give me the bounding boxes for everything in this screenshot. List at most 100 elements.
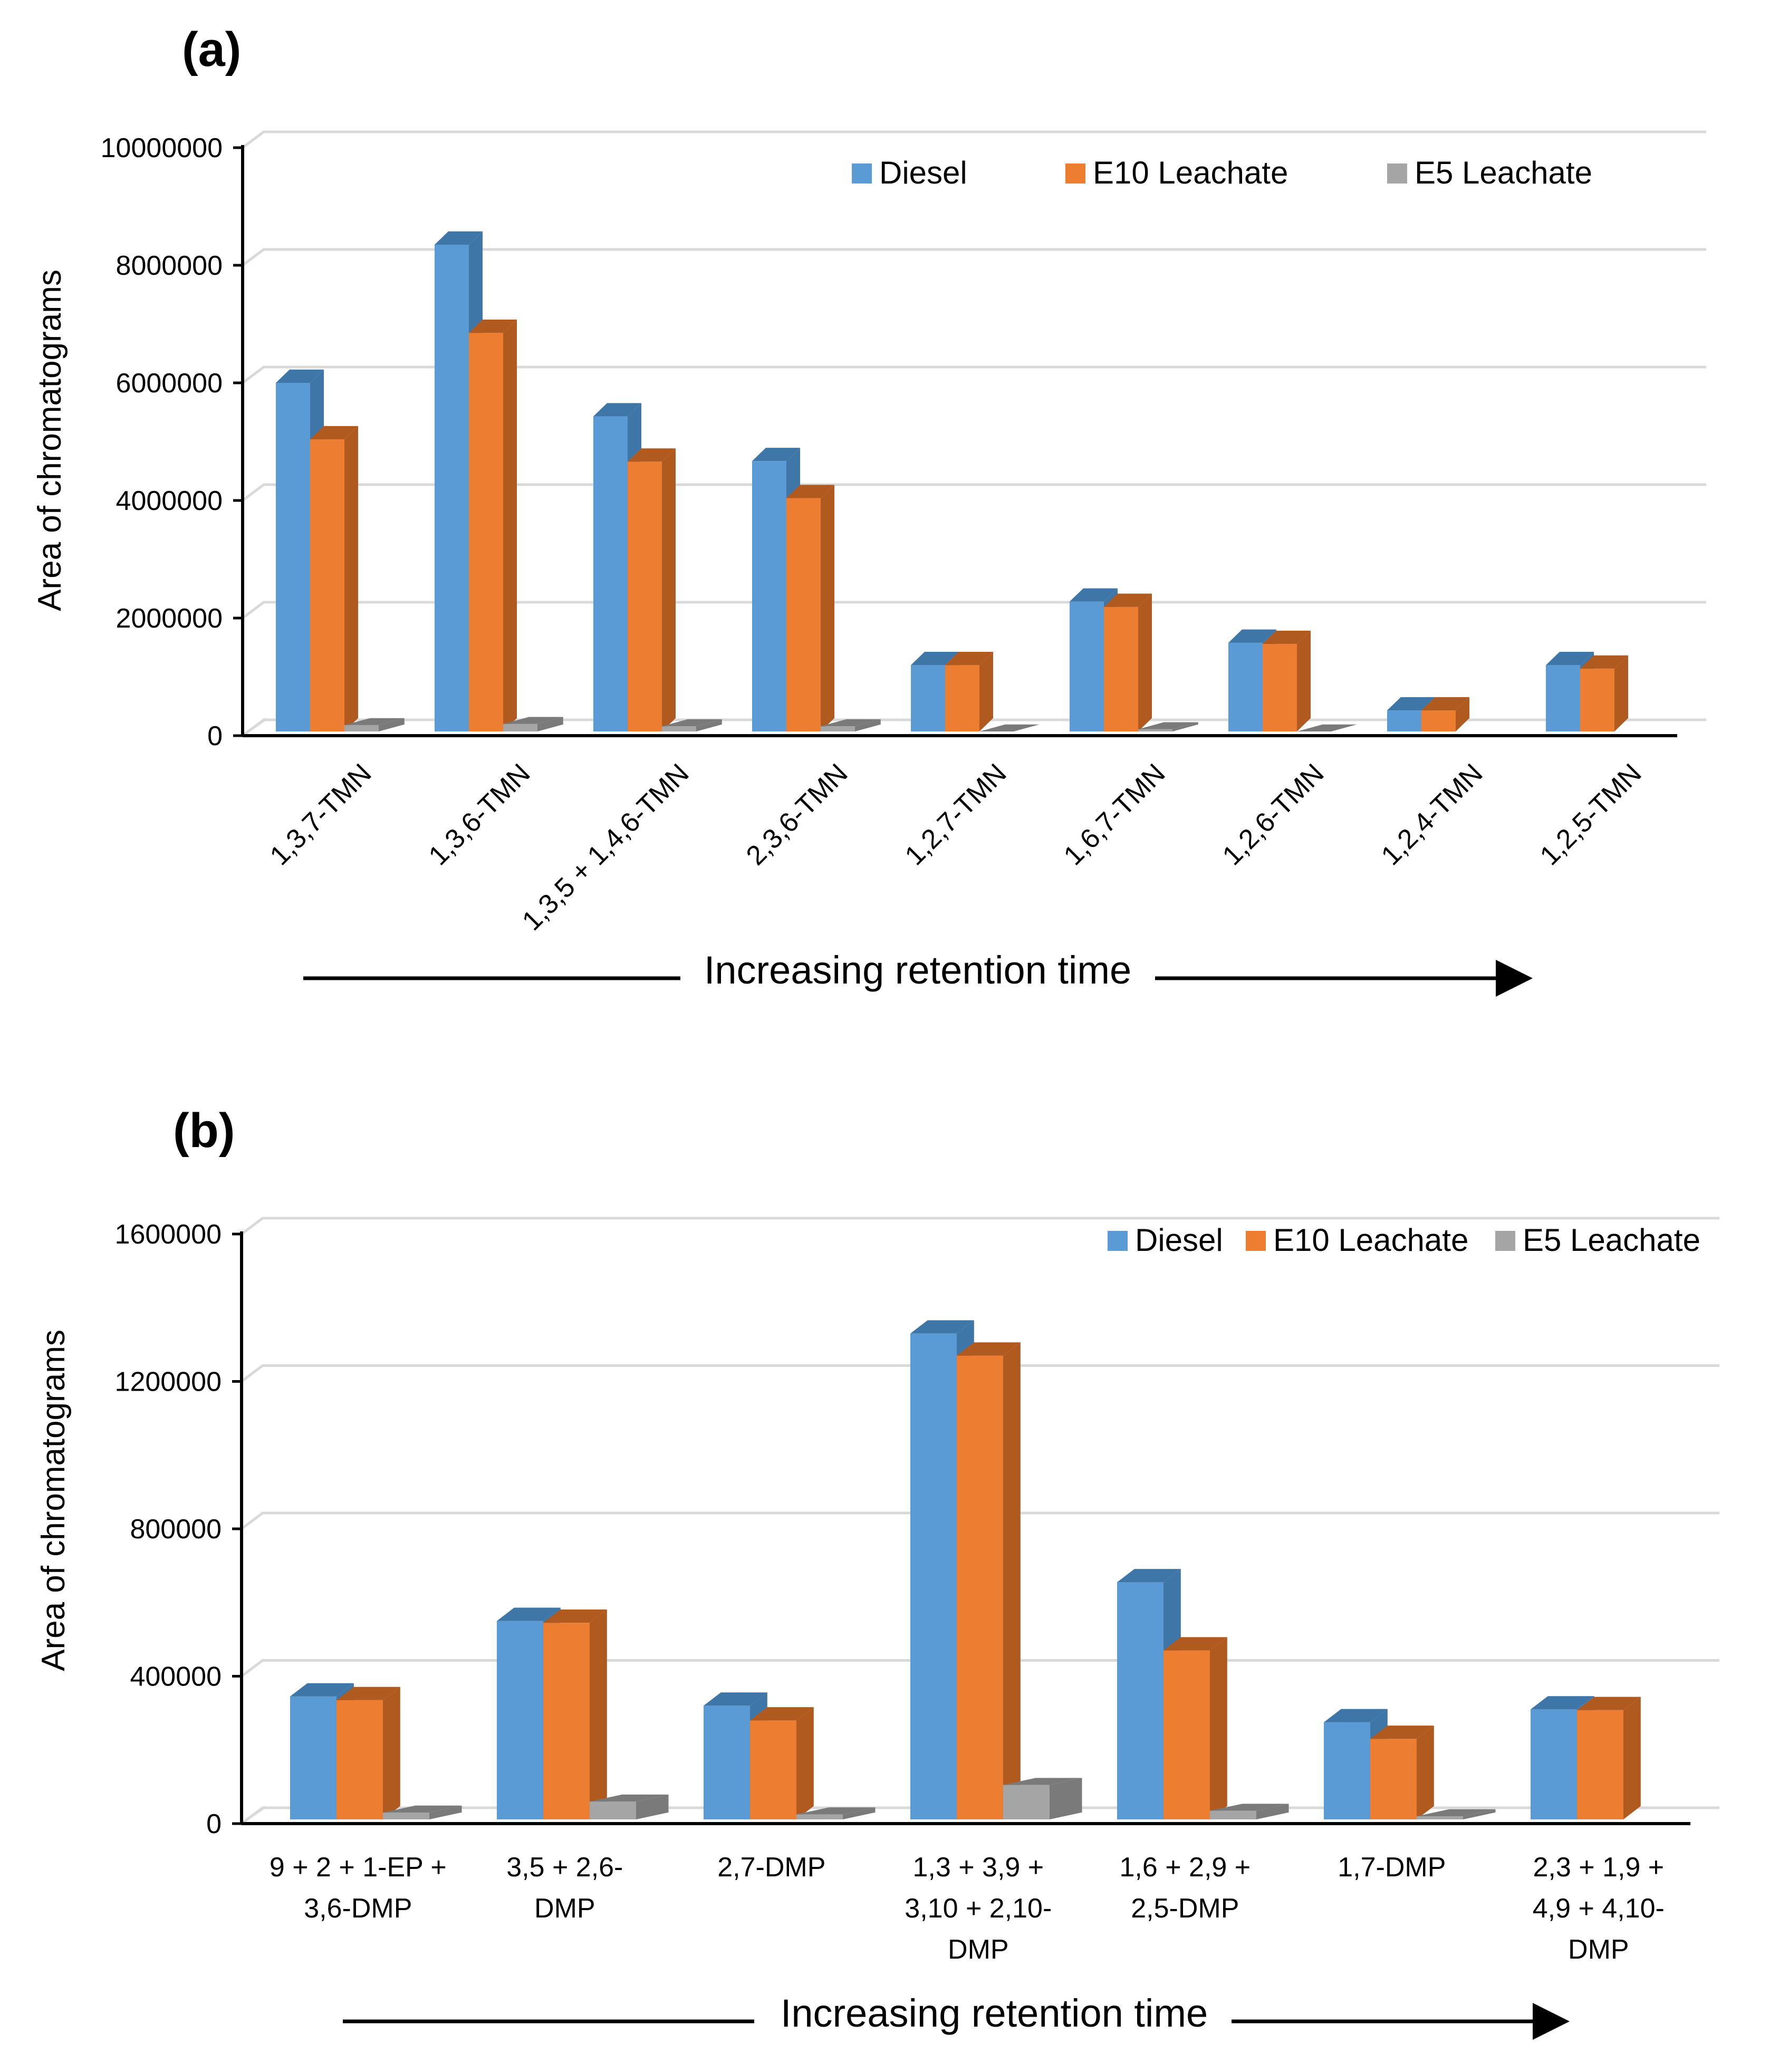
panel-b-y-axis-label: Area of chromatograms (35, 1329, 72, 1671)
bar-front (750, 1720, 796, 1819)
bar-front (276, 383, 310, 731)
bar-e5-leachate (662, 719, 722, 731)
x-category-label: 9 + 2 + 1-EP + 3,6-DMP (270, 1852, 447, 1924)
bar-top (593, 403, 641, 417)
x-category-line: 9 + 2 + 1-EP + (270, 1852, 447, 1883)
panel-a-gridlines (242, 130, 1706, 737)
bar-front (503, 724, 537, 731)
bar-e5-leachate (344, 718, 405, 731)
legend-entry: E5 Leachate (1415, 155, 1592, 190)
x-category-label: 2,7-DMP (717, 1852, 825, 1883)
bar-top (821, 719, 881, 727)
x-category-line: 2,5-DMP (1131, 1893, 1239, 1924)
bar-top (336, 1686, 400, 1700)
bar-front (910, 1333, 957, 1819)
bar-top (1297, 724, 1357, 731)
bar-top (1228, 629, 1276, 643)
bar-top (1117, 1569, 1181, 1583)
panel-b-y-ticks: 0 400000 800000 1200000 1600000 (115, 1219, 242, 1839)
gridline (242, 601, 1706, 619)
panel-a-legend: Diesel E10 Leachate E5 Leachate (852, 155, 1592, 190)
bar-side (696, 719, 722, 731)
x-category-line: 3,10 + 2,10- (905, 1893, 1052, 1924)
bar-top (1210, 1804, 1289, 1811)
bar-e5-leachate (1417, 1809, 1496, 1819)
y-tick-label: 6000000 (116, 368, 223, 399)
gridline (242, 483, 1706, 502)
chart-panel-a: (a) 0 2000000 4000000 6000000 8000000 1000000… (32, 23, 1706, 997)
bar-side (979, 652, 993, 731)
x-category-label: 1,7-DMP (1338, 1852, 1446, 1883)
bar-e10-leachate (543, 1609, 607, 1819)
bar-front (1070, 601, 1104, 731)
bar-top (786, 485, 834, 498)
bar-side (1463, 1809, 1496, 1819)
bar-e10-leachate (628, 448, 676, 731)
bar-side (537, 717, 563, 731)
bar-front (945, 665, 979, 731)
panel-b-x-categories: 9 + 2 + 1-EP + 3,6-DMP 3,5 + 2,6- DMP 2,7-DM… (270, 1852, 1665, 1965)
bar-top (497, 1607, 561, 1621)
bar-front (1580, 668, 1614, 731)
bar-top (344, 718, 405, 725)
y-tick-label: 1600000 (115, 1219, 222, 1250)
bar-top (290, 1683, 354, 1697)
bar-front (1003, 1785, 1050, 1819)
bar-top (628, 448, 676, 462)
legend-swatch (1065, 163, 1085, 184)
bar-top (662, 719, 722, 727)
bar-top (435, 231, 483, 245)
bar-side (1172, 722, 1198, 731)
bar-top (469, 320, 517, 333)
bar-side (1050, 1778, 1082, 1819)
panel-b-legend: Diesel E10 Leachate E5 Leachate (1108, 1222, 1700, 1258)
legend-swatch (1387, 163, 1407, 184)
x-category-line: 2,3 + 1,9 + (1533, 1852, 1664, 1883)
bar-side (821, 485, 834, 731)
bar-front (1228, 642, 1263, 731)
bar-front (1421, 710, 1456, 731)
bar-side (379, 718, 405, 731)
x-category-line: DMP (1568, 1934, 1629, 1965)
legend-swatch (1246, 1231, 1266, 1251)
bar-side (429, 1805, 462, 1819)
bar-front (752, 461, 786, 731)
x-category-label: 1,3,6-TMN (423, 758, 536, 871)
gridline (242, 248, 1706, 266)
bar-side (855, 719, 881, 731)
bar-front (469, 333, 503, 731)
bar-top (979, 724, 1040, 731)
bar-side (344, 426, 358, 731)
bar-top (590, 1794, 669, 1802)
x-category-line: 1,6 + 2,9 + (1119, 1852, 1251, 1883)
bar-side (503, 320, 517, 731)
bar-front (497, 1621, 543, 1819)
bar-e5-leachate (1138, 722, 1198, 731)
x-category-line: 3,6-DMP (304, 1893, 412, 1924)
bar-side (796, 1707, 814, 1819)
bar-front (957, 1355, 1003, 1819)
bar-side (636, 1794, 669, 1819)
bar-e10-leachate (957, 1342, 1021, 1819)
gridline (241, 1659, 1719, 1678)
bar-front (1387, 710, 1421, 731)
legend-entry: E5 Leachate (1523, 1222, 1700, 1258)
bar-front (1531, 1709, 1577, 1819)
y-tick-label: 0 (207, 721, 223, 751)
bar-front (911, 665, 945, 731)
bar-e5-leachate (1003, 1778, 1082, 1819)
bar-side (1623, 1697, 1641, 1819)
y-tick-label: 2000000 (116, 603, 223, 634)
floor-edge (247, 717, 267, 733)
x-category-label: 1,2,5-TMN (1534, 758, 1648, 871)
bar-front (383, 1813, 429, 1819)
bar-e10-leachate (1421, 697, 1469, 731)
bar-top (1577, 1697, 1641, 1710)
panel-a-axes (241, 145, 1677, 737)
bar-top (1163, 1637, 1227, 1651)
bar-e10-leachate (750, 1707, 814, 1819)
bar-front (1546, 665, 1580, 731)
legend-entry: Diesel (879, 155, 967, 190)
bar-top (1580, 655, 1628, 669)
bar-e10-leachate (469, 320, 517, 731)
